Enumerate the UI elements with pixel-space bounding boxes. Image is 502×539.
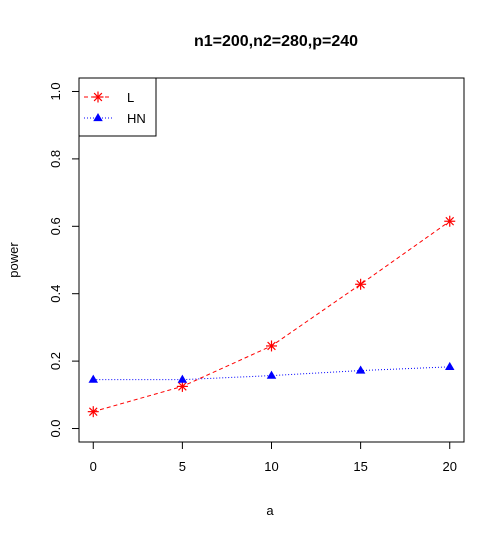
- legend-entry: HN: [84, 111, 146, 126]
- y-tick-label: 1.0: [48, 82, 63, 100]
- x-tick-label: 10: [264, 459, 278, 474]
- triangle-marker: [444, 361, 455, 370]
- y-axis: 0.0 0.2 0.4 0.6 0.8 1.0: [48, 82, 80, 438]
- series-line-l: [93, 220, 451, 413]
- triangle-marker: [355, 365, 366, 374]
- triangle-marker: [93, 113, 103, 122]
- series-layer: [87, 215, 456, 418]
- legend-box: [78, 77, 157, 137]
- x-tick-label: 15: [353, 459, 367, 474]
- triangle-marker: [88, 374, 99, 383]
- legend-label: HN: [127, 111, 146, 126]
- series-hn: [88, 361, 455, 383]
- legend-label: L: [127, 90, 134, 105]
- series-l: [87, 215, 456, 418]
- asterisk-marker: [444, 215, 456, 227]
- y-tick-label: 0.0: [48, 419, 63, 437]
- asterisk-marker: [355, 278, 367, 290]
- asterisk-marker: [87, 406, 99, 418]
- asterisk-marker: [266, 340, 277, 352]
- x-tick-label: 20: [443, 459, 457, 474]
- y-tick-label: 0.2: [48, 352, 63, 370]
- chart-title: n1=200,n2=280,p=240: [194, 33, 358, 50]
- series-line-hn: [93, 366, 450, 381]
- x-tick-label: 0: [90, 459, 97, 474]
- triangle-marker: [266, 370, 277, 379]
- legend: L HN: [78, 77, 157, 137]
- x-axis-label: a: [266, 503, 274, 518]
- y-tick-label: 0.8: [48, 150, 63, 168]
- x-tick-label: 5: [179, 459, 186, 474]
- triangle-marker: [177, 374, 188, 383]
- asterisk-marker: [92, 91, 104, 103]
- legend-entry: L: [84, 90, 134, 105]
- y-axis-label: power: [6, 242, 21, 278]
- y-tick-label: 0.4: [48, 285, 63, 303]
- x-axis: 0 5 10 15 20: [90, 441, 457, 474]
- y-tick-label: 0.6: [48, 217, 63, 235]
